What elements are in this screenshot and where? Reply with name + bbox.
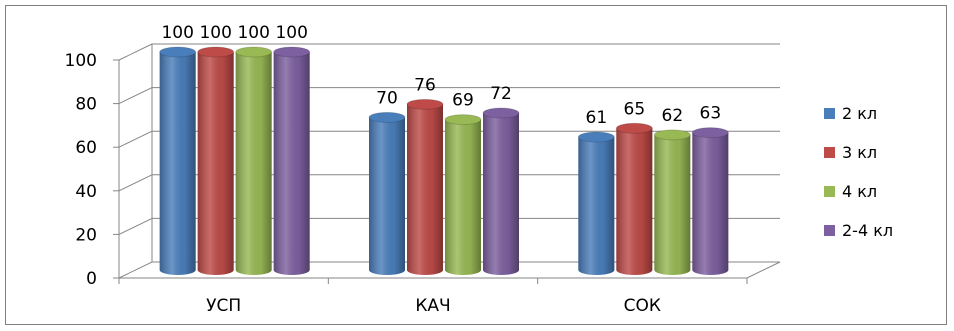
data-label: 100 [237,23,269,43]
y-tick-label: 80 [75,95,97,115]
bar-top [444,114,482,126]
x-tick-label: СОК [624,296,661,316]
bar [577,131,615,275]
bar-shade [235,52,272,275]
gridline-side [118,130,153,148]
legend-label: 3 кл [842,143,877,162]
gridline-side [118,87,153,105]
bar [159,46,197,275]
bar-top [273,46,311,58]
y-axis: 0 20 40 60 80 100 [65,51,119,289]
data-label: 63 [700,104,722,124]
bar-top [653,129,691,141]
bar-top [368,111,406,123]
bar [273,46,311,275]
bar-top [691,127,729,139]
data-label: 62 [662,106,684,126]
bar-shade [616,128,653,275]
data-label: 100 [199,23,231,43]
y-tick-label: 100 [65,51,97,71]
legend-label: 4 кл [842,182,877,201]
bar-top [159,46,197,58]
bar-shade [654,134,691,275]
bar-top [406,98,444,110]
bar [615,122,653,275]
x-tick-label: КАЧ [415,296,450,316]
bar-shade [578,137,615,275]
bar-shade [445,119,481,275]
bar [406,98,444,275]
bar-top [235,46,273,58]
bar-shade [407,104,443,275]
bar-shade [692,132,729,275]
gridline-side [118,174,153,192]
bar-top [197,46,235,58]
legend-swatch [824,186,835,197]
legend-label: 2-4 кл [842,221,893,240]
data-label: 65 [624,99,646,119]
bar-top [577,131,615,143]
data-label: 100 [275,23,307,43]
bar-shade [197,52,234,275]
legend-swatch [824,108,835,119]
gridline-side [118,43,153,61]
bars [159,46,729,276]
bar [368,111,406,276]
bar-shade [159,52,196,275]
data-label: 70 [376,88,398,108]
data-label: 76 [414,75,436,95]
bar-shade [273,52,310,275]
y-tick-label: 40 [75,182,97,202]
data-label: 100 [161,23,193,43]
bar-shade [369,117,405,276]
bar-chart: 0 20 40 60 80 100 УСП КАЧ СОК 100 100 100 100 70 76 6… [65,23,894,316]
bar [197,46,235,275]
bar-top [482,107,520,119]
x-tick-label: УСП [206,296,241,316]
y-tick-label: 20 [75,225,97,245]
y-tick-label: 0 [86,269,97,289]
bar [653,129,691,275]
bar [482,107,520,275]
legend-swatch [824,225,835,236]
bar-top [615,122,653,134]
legend-label: 2 кл [842,104,877,123]
bar-shade [483,113,519,275]
bar [444,114,482,275]
data-label: 69 [452,91,474,111]
data-label: 72 [490,84,512,104]
legend: 2 кл 3 кл 4 кл 2-4 кл [824,104,893,240]
data-labels: 100 100 100 100 70 76 69 72 61 65 62 63 [161,23,721,128]
y-tick-label: 60 [75,138,97,158]
x-axis: УСП КАЧ СОК [118,278,748,316]
chart-frame: 0 20 40 60 80 100 УСП КАЧ СОК 100 100 100 100 70 76 6… [5,5,947,325]
bar [691,127,729,275]
gridline-side [118,217,153,235]
data-label: 61 [586,108,608,128]
legend-swatch [824,147,835,158]
bar [235,46,273,275]
